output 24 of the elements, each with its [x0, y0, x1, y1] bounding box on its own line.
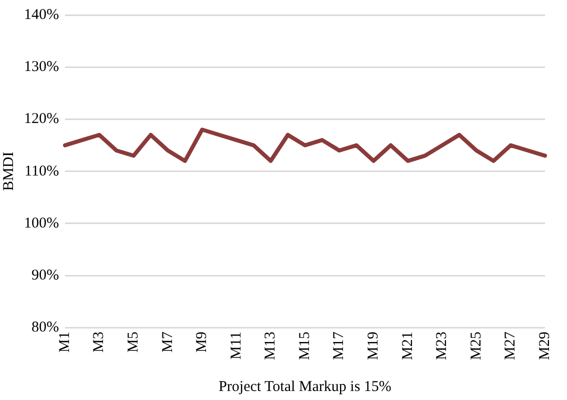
x-tick-label: M9 — [194, 332, 210, 353]
x-tick-label: M1 — [56, 332, 73, 353]
x-tick-label: M15 — [296, 332, 313, 360]
y-tick-label: 100% — [24, 215, 59, 232]
x-tick-label: M29 — [536, 332, 553, 360]
y-tick-label: 130% — [24, 59, 59, 76]
y-tick-label: 140% — [24, 6, 59, 23]
y-tick-label: 90% — [31, 267, 59, 284]
y-axis-title: BMDI — [0, 152, 17, 191]
y-tick-label: 120% — [24, 111, 59, 128]
x-tick-label: M21 — [400, 332, 416, 360]
x-tick-label: M19 — [366, 332, 382, 360]
x-tick-label: M23 — [434, 332, 450, 360]
x-tick-label: M25 — [468, 332, 484, 360]
x-tick-label: M27 — [502, 331, 519, 360]
x-tick-label: M13 — [262, 332, 279, 360]
y-tick-label: 110% — [24, 163, 59, 180]
x-tick-label: M3 — [91, 332, 108, 353]
x-tick-label: M11 — [228, 332, 244, 360]
x-tick-label: M7 — [160, 331, 176, 353]
x-axis-title: Project Total Markup is 15% — [218, 378, 392, 395]
y-tick-label: 80% — [31, 320, 59, 336]
x-tick-label: M5 — [126, 332, 142, 353]
x-tick-label: M17 — [331, 331, 348, 360]
